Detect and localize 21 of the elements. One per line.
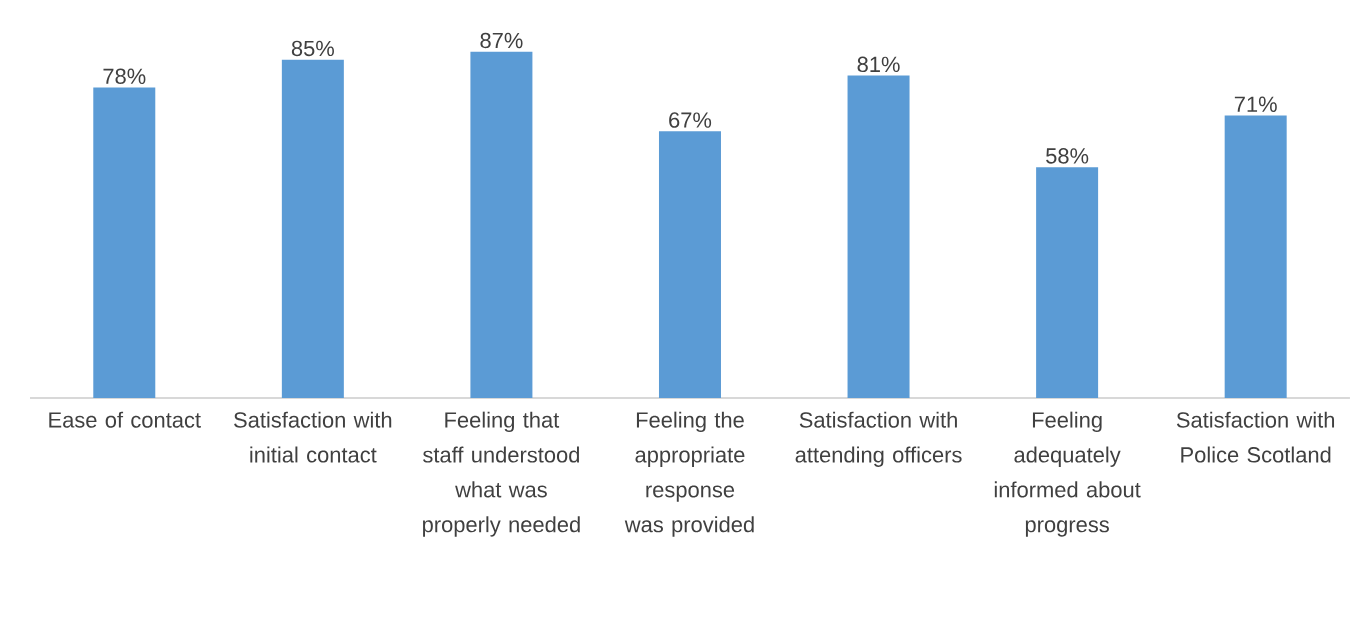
bar	[847, 75, 910, 398]
data-label: 67%	[669, 112, 712, 128]
bar	[470, 51, 533, 398]
x-tick-label: Feeling the appropriate response was provided	[624, 411, 754, 537]
bar	[1036, 167, 1099, 398]
data-label: 81%	[857, 56, 900, 73]
data-label: 78%	[103, 68, 146, 85]
x-tick-label: Feeling that staff understood what was properly needed	[423, 411, 580, 537]
x-tick-label: Satisfaction with Police Scotland	[1176, 411, 1335, 463]
data-label: 85%	[291, 40, 334, 57]
x-tick-label: Satisfaction with initial contact	[234, 411, 392, 463]
bar	[1224, 115, 1287, 398]
data-label: 58%	[1046, 148, 1089, 164]
bar	[658, 131, 721, 398]
data-label: 71%	[1234, 96, 1277, 112]
bar	[281, 59, 344, 398]
x-tick-label: Feeling adequately informed about progress	[994, 411, 1141, 537]
x-tick-label: Satisfaction with attending officers	[795, 411, 962, 467]
x-tick-label: Ease of contact	[49, 411, 201, 428]
data-label: 87%	[480, 32, 523, 49]
bar	[93, 87, 156, 398]
